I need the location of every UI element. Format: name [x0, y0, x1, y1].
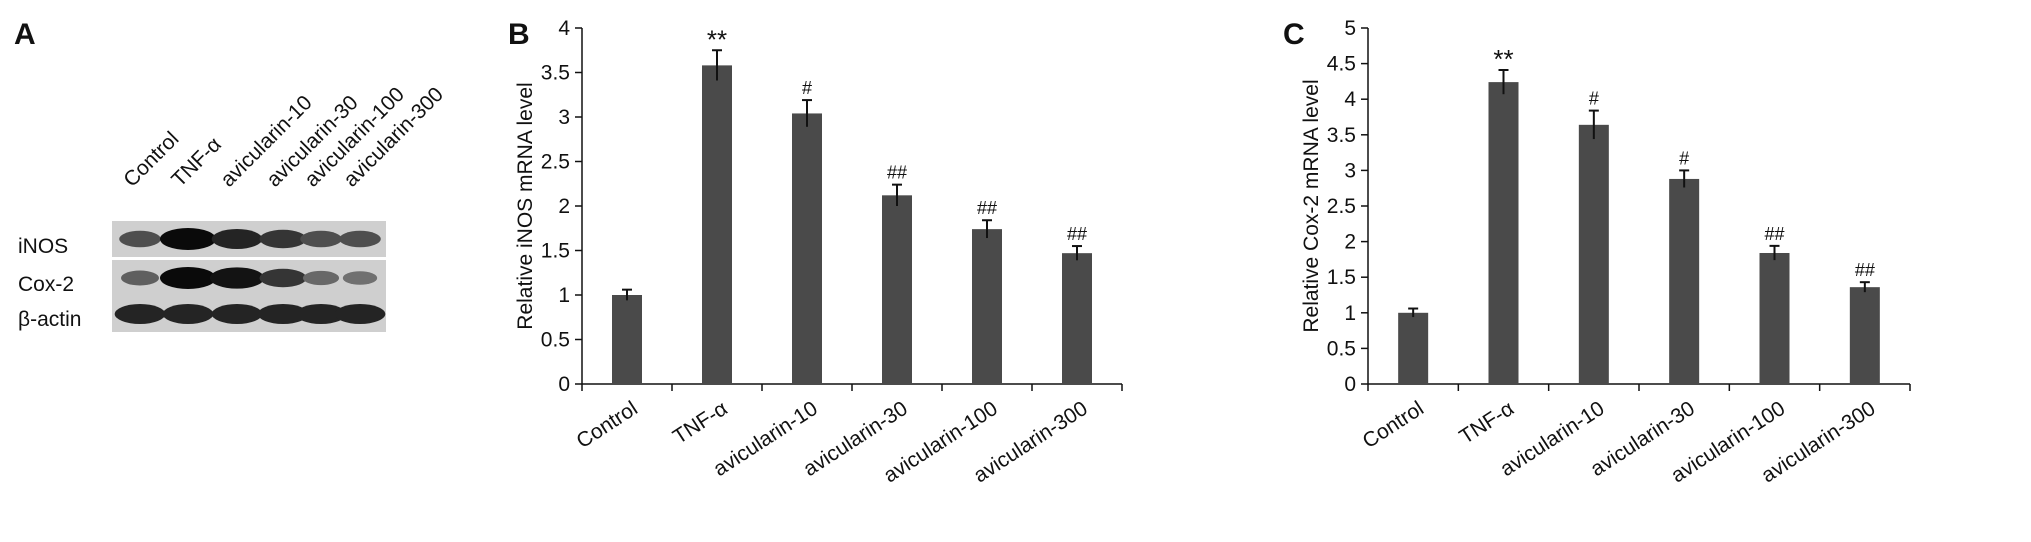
- bar-avicularin-300: [1062, 253, 1092, 384]
- bar-control: [612, 295, 642, 384]
- bar-avicularin-10: [792, 113, 822, 384]
- band-inos-control: [119, 230, 161, 248]
- panel-b-letter: B: [508, 18, 530, 51]
- band-actin-avicularin-30: [257, 304, 309, 324]
- significance-tnf: **: [707, 24, 727, 54]
- y-axis-title: Relative Cox-2 mRNA level: [1300, 79, 1323, 332]
- band-inos-avicularin-30: [259, 229, 307, 249]
- y-tick-label: 2.5: [541, 151, 570, 174]
- bar-avicularin-10: [1578, 124, 1609, 384]
- y-tick-label: 1.5: [1327, 266, 1356, 289]
- band-cox-2-avicularin-30: [259, 268, 307, 288]
- band-inos-avicularin-100: [300, 230, 342, 248]
- y-tick-label: 2: [558, 195, 570, 218]
- band-actin-avicularin-10: [211, 304, 263, 324]
- bar-avicularin-30: [882, 195, 912, 384]
- y-tick-label: 3.5: [541, 62, 570, 85]
- bar-tnf: [702, 65, 732, 384]
- band-actin-avicularin-100: [295, 304, 347, 324]
- y-tick-label: 5: [1344, 17, 1356, 40]
- significance-tnf: **: [1493, 44, 1513, 74]
- inos-mrna-chart: 0 0.5 1 1.5 2 2.5 3 3.5 4 Relative iNOS mRNA leve…: [514, 17, 1123, 487]
- significance-avicularin-30: #: [1679, 148, 1689, 168]
- row-label-cox-2: Cox-2: [18, 273, 74, 296]
- band-actin-control: [114, 304, 166, 324]
- significance-avicularin-100: ##: [977, 198, 997, 218]
- y-tick-label: 1: [1344, 302, 1356, 325]
- row-label-actin: β-actin: [18, 308, 81, 331]
- y-axis-title: Relative iNOS mRNA level: [514, 82, 537, 329]
- y-tick-label: 1.5: [541, 240, 570, 263]
- band-cox-2-avicularin-10: [209, 267, 265, 289]
- y-tick-label: 4: [558, 17, 570, 40]
- bar-control: [1398, 312, 1429, 384]
- x-tick-label-tnf: TNF-α: [1455, 397, 1518, 449]
- significance-avicularin-10: #: [1589, 89, 1599, 109]
- significance-avicularin-300: ##: [1855, 260, 1875, 280]
- y-tick-label: 2.5: [1327, 195, 1356, 218]
- y-tick-label: 3.5: [1327, 124, 1356, 147]
- western-blot-panel: ControlTNF-αavicularin-10avicularin-30av…: [18, 83, 448, 332]
- band-cox-2-avicularin-300: [342, 271, 378, 285]
- y-tick-label: 0.5: [1327, 337, 1356, 360]
- y-tick-label: 4.5: [1327, 53, 1356, 76]
- y-tick-label: 0: [1344, 373, 1356, 396]
- x-tick-label-control: Control: [572, 397, 641, 453]
- x-tick-label-tnf: TNF-α: [669, 397, 732, 449]
- band-cox-2-avicularin-100: [302, 270, 340, 286]
- y-tick-label: 0.5: [541, 329, 570, 352]
- y-tick-label: 2: [1344, 231, 1356, 254]
- band-actin-tnf: [162, 304, 214, 324]
- x-tick-label-control: Control: [1359, 397, 1428, 453]
- cox2-mrna-chart: 0 0.5 1 1.5 2 2.5 3 3.5 4 4.5 5 Relative Cox-2 mRNA…: [1300, 17, 1911, 487]
- panel-a-letter: A: [14, 18, 36, 51]
- row-label-inos: iNOS: [18, 235, 68, 258]
- y-tick-label: 4: [1344, 88, 1356, 111]
- band-cox-2-control: [121, 270, 159, 286]
- band-inos-tnf: [160, 228, 216, 250]
- band-actin-avicularin-300: [334, 304, 386, 324]
- bar-avicularin-30: [1669, 178, 1700, 384]
- bar-avicularin-300: [1849, 287, 1880, 384]
- band-inos-avicularin-300: [339, 230, 381, 248]
- panel-c-letter: C: [1283, 18, 1305, 51]
- band-cox-2-tnf: [160, 267, 216, 289]
- y-tick-label: 3: [558, 106, 570, 129]
- bar-avicularin-100: [972, 229, 1002, 384]
- y-tick-label: 1: [558, 284, 570, 307]
- bar-tnf: [1488, 82, 1519, 384]
- significance-avicularin-10: #: [802, 78, 812, 98]
- y-tick-label: 0: [558, 373, 570, 396]
- bar-avicularin-100: [1759, 252, 1790, 384]
- y-tick-label: 3: [1344, 159, 1356, 182]
- significance-avicularin-100: ##: [1764, 224, 1784, 244]
- significance-avicularin-300: ##: [1067, 224, 1087, 244]
- band-inos-avicularin-10: [211, 229, 263, 249]
- significance-avicularin-30: ##: [887, 163, 907, 183]
